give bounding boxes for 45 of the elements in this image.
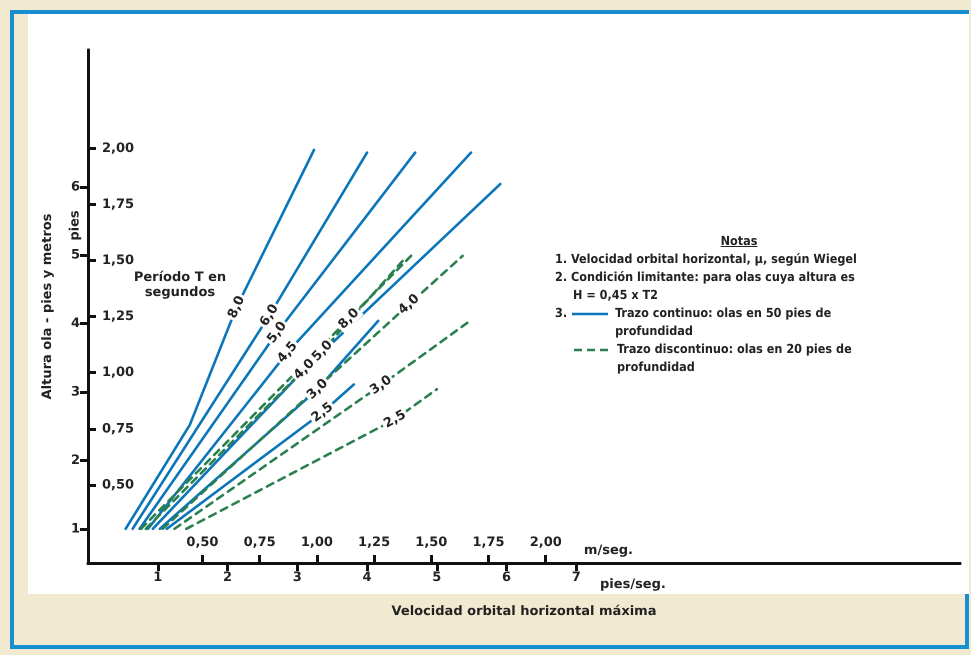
series-label: 2,5 [381,407,409,432]
x2-tick-label: 1,50 [415,535,448,550]
y-axis-title: Altura ola - pies y metros [40,213,55,400]
series-label: 8,0 [335,305,362,332]
annotation: Trazo discontinuo: olas en 20 pies de profundidad [617,340,853,376]
x-tick-label: 6 [502,570,512,585]
x2-tick-label: 1,75 [472,535,505,550]
series-label: 8,0 [225,294,248,321]
annotation: Notas [720,232,758,250]
y-tick-label: 3 [70,384,80,400]
x-tick-label: 7 [572,570,581,585]
y2-tick-label: 1,00 [102,365,134,380]
x2-tick-label: 2,00 [530,535,562,550]
x-tick-label: 3 [292,570,302,585]
series-label: 3,0 [367,372,395,398]
y2-tick-label: 1,50 [102,252,134,268]
x-tick-label: 5 [432,570,442,585]
x-tick-label: 1 [153,570,162,585]
y-tick-label: 6 [70,179,80,194]
x2-tick-label: 1,00 [300,535,333,550]
annotation: 2. Condición limitante: para olas cuya altura es H = 0,45 x T2 [555,268,856,304]
y-tick-label: 1 [70,521,80,536]
x2-tick-label: 1,25 [358,535,390,550]
y2-tick-label: 0,75 [102,421,134,436]
series-label: 2,5 [308,400,336,426]
y2-tick-label: 1,75 [102,196,134,212]
x2-axis-title: m/seg. [584,543,633,558]
y-tick-label: 4 [70,316,80,332]
text: pies/seg. [600,577,666,592]
text: pies [68,210,83,241]
annotation: 1. Velocidad orbital horizontal, μ, según Wiegel [555,250,858,268]
series-label: 3,0 [304,376,332,403]
y2-tick-label: 2,00 [102,140,134,156]
annotation: Período T en segundos [134,270,226,300]
x2-tick-label: 0,50 [186,535,218,550]
x-tick-label: 4 [362,570,372,585]
text: 3. Trazo continuo: olas en 50 pies de profundidad [555,305,832,338]
x2-tick-label: 0,75 [244,535,276,550]
y2-tick-label: 0,50 [102,477,134,492]
y-tick-label: 5 [70,248,80,263]
x-axis-title: Velocidad orbital horizontal máxima [392,604,656,619]
y2-tick-label: 1,25 [102,309,134,324]
series-label: 4,0 [395,291,422,318]
x-tick-label: 2 [222,570,232,585]
y-tick-label: 2 [70,452,80,468]
